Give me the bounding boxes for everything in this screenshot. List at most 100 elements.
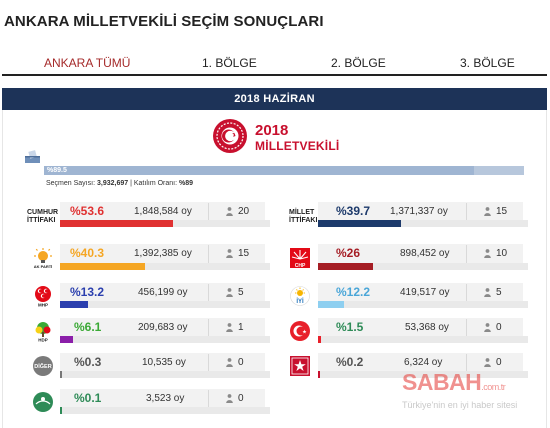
svg-text:DİĞER: DİĞER	[34, 362, 51, 370]
tbmm-emblem-icon	[213, 119, 247, 153]
party-mhp-percent: %13.2	[70, 285, 105, 299]
alliance-millet-percent: %39.7	[336, 204, 371, 218]
party-iyi-seats: 5	[496, 287, 502, 298]
turnout-bar-fill	[44, 166, 474, 175]
election-subtitle: MİLLETVEKİLİ	[255, 139, 340, 153]
party-mhp-votes: 456,199 oy	[138, 287, 188, 298]
party-hdp-row	[60, 318, 265, 338]
party-diger-seats: 0	[238, 357, 244, 368]
seat-person-icon	[484, 288, 491, 297]
region-tabs: ANKARA TÜMÜ 1. BÖLGE 2. BÖLGE 3. BÖLGE	[0, 52, 550, 74]
alliance-cumhur-percent: %53.6	[70, 204, 105, 218]
party-akparti-row	[60, 244, 265, 264]
mhp-crescents-icon: MHP	[35, 286, 51, 308]
turnout-label: Katılım Oranı:	[133, 180, 178, 187]
tab-bolge-2[interactable]: 2. BÖLGE	[331, 56, 386, 70]
party-mhp-seats: 5	[238, 287, 244, 298]
tabs-divider	[2, 74, 547, 76]
party-hudapar-votes: 3,523 oy	[146, 393, 185, 404]
alliance-millet-label: MİLLET İTTİFAKI	[289, 209, 318, 224]
seat-person-icon	[226, 394, 233, 403]
alliance-millet-votes: 1,371,337 oy	[390, 206, 448, 217]
party-iyi-percent: %12.2	[336, 285, 371, 299]
party-hdp-seats: 1	[238, 322, 244, 333]
party-akparti-votes: 1,392,385 oy	[134, 248, 192, 259]
seat-person-icon	[484, 358, 491, 367]
party-chp-seats: 10	[496, 248, 508, 259]
party-akparti-separator	[208, 245, 209, 263]
party-saadet-row	[318, 318, 523, 338]
party-hdp-votes: 209,683 oy	[138, 322, 188, 333]
seat-person-icon	[226, 249, 233, 258]
alliance-millet-separator	[466, 203, 467, 221]
svg-text:İYİ: İYİ	[296, 298, 304, 305]
party-saadet-bar	[318, 336, 528, 343]
tab-bolge-1[interactable]: 1. BÖLGE	[202, 56, 257, 70]
party-vatan-votes: 6,324 oy	[404, 357, 443, 368]
voter-stats: Seçmen Sayısı: 3,932,697 | Katılım Oranı…	[46, 180, 193, 187]
party-hdp-bar-fill	[60, 336, 73, 343]
election-year: 2018	[255, 122, 289, 139]
sabah-watermark: SABAH.com.tr Türkiye'nin en iyi haber si…	[402, 370, 548, 411]
party-vatan-bar	[318, 371, 528, 378]
party-hudapar-percent: %0.1	[74, 391, 102, 405]
party-hdp-bar	[60, 336, 270, 343]
party-vatan-seats: 0	[496, 357, 502, 368]
party-mhp-row	[60, 283, 265, 303]
party-diger-bar	[60, 371, 270, 378]
ballot-box-icon	[25, 150, 40, 163]
party-diger-separator	[208, 354, 209, 372]
party-chp-separator	[466, 245, 467, 263]
svg-text:CHP: CHP	[295, 263, 306, 269]
sabah-logo: SABAH.com.tr	[402, 369, 506, 395]
election-date-banner: 2018 HAZİRAN	[2, 88, 547, 110]
alliance-cumhur-separator	[208, 203, 209, 221]
party-diger-percent: %0.3	[74, 355, 102, 369]
party-iyi-bar-fill	[318, 301, 344, 308]
party-chp-votes: 898,452 oy	[400, 248, 450, 259]
party-mhp-separator	[208, 284, 209, 302]
alliance-millet-bar	[318, 220, 528, 227]
party-vatan-row	[318, 353, 523, 373]
svg-text:AK PARTİ: AK PARTİ	[34, 264, 53, 269]
party-vatan-bar-fill	[318, 371, 320, 378]
party-diger-row	[60, 353, 265, 373]
svg-text:MHP: MHP	[38, 303, 48, 308]
party-diger-bar-fill	[60, 371, 62, 378]
alliance-cumhur-label: CUMHUR İTTİFAKI	[27, 209, 59, 224]
party-saadet-separator	[466, 319, 467, 337]
sabah-tagline: Türkiye'nin en iyi haber sitesi	[402, 400, 518, 410]
tab-bolge-3[interactable]: 3. BÖLGE	[460, 56, 515, 70]
alliance-millet-bar-fill	[318, 220, 402, 227]
seat-person-icon	[484, 249, 491, 258]
turnout-value: %89	[179, 180, 194, 187]
party-iyi-bar	[318, 301, 528, 308]
party-saadet-percent: %1.5	[336, 320, 364, 334]
tab-ankara-tumu[interactable]: ANKARA TÜMÜ	[44, 56, 131, 70]
party-akparti-bar	[60, 263, 270, 270]
alliance-cumhur-votes: 1,848,584 oy	[134, 206, 192, 217]
alliance-cumhur-bar-fill	[60, 220, 173, 227]
iyi-parti-sun-icon: İYİ	[290, 286, 310, 306]
party-hdp-separator	[208, 319, 209, 337]
party-hudapar-separator	[208, 390, 209, 408]
results-panel	[2, 110, 547, 428]
alliance-cumhur-bar	[60, 220, 270, 227]
turnout-percent: %89.5	[47, 167, 67, 174]
seat-person-icon	[484, 323, 491, 332]
party-vatan-percent: %0.2	[336, 355, 364, 369]
alliance-millet-row	[318, 202, 523, 222]
hdp-tree-icon: HDP	[35, 322, 51, 342]
voters-value: 3,932,697	[96, 180, 129, 187]
party-chp-bar	[318, 263, 528, 270]
diger-circle-icon: DİĞER	[33, 356, 53, 376]
voters-label: Seçmen Sayısı:	[46, 180, 96, 187]
seat-person-icon	[226, 358, 233, 367]
party-hudapar-seats: 0	[238, 393, 244, 404]
saadet-crescent-icon	[290, 321, 310, 341]
seat-person-icon	[226, 207, 233, 216]
party-vatan-separator	[466, 354, 467, 372]
party-hudapar-bar-fill	[60, 407, 62, 414]
party-diger-votes: 10,535 oy	[142, 357, 186, 368]
seat-person-icon	[226, 323, 233, 332]
